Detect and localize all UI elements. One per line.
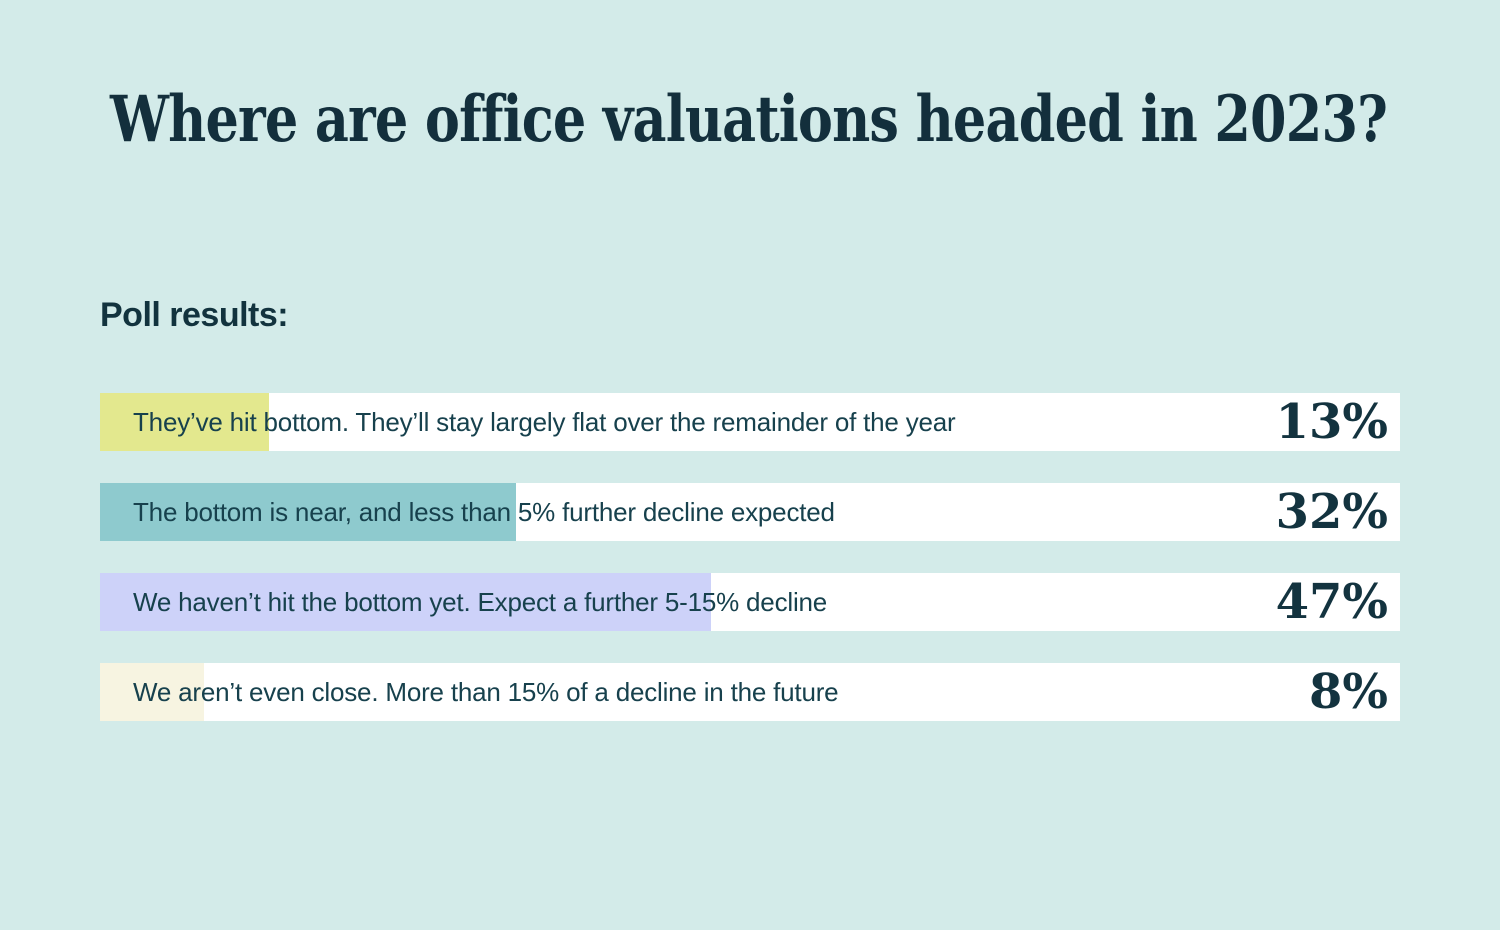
poll-percentage-1: 13% (1275, 394, 1388, 450)
poll-results-heading: Poll results: (100, 296, 289, 334)
poll-option-label-1: They’ve hit bottom. They’ll stay largely… (133, 406, 956, 437)
poll-bar-row-4: We aren’t even close. More than 15% of a… (100, 663, 1400, 721)
poll-bar-fill-2 (100, 483, 516, 541)
poll-percentage-4: 8% (1308, 664, 1388, 720)
poll-option-label-2: The bottom is near, and less than 5% fur… (133, 496, 835, 527)
poll-option-label-4: We aren’t even close. More than 15% of a… (133, 676, 839, 707)
poll-bar-row-1: They’ve hit bottom. They’ll stay largely… (100, 393, 1400, 451)
poll-bar-fill-3 (100, 573, 711, 631)
poll-bar-fill-1 (100, 393, 269, 451)
poll-bar-row-2: The bottom is near, and less than 5% fur… (100, 483, 1400, 541)
poll-bar-row-3: We haven’t hit the bottom yet. Expect a … (100, 573, 1400, 631)
page-title: Where are office valuations headed in 20… (110, 82, 1388, 157)
poll-option-label-3: We haven’t hit the bottom yet. Expect a … (133, 586, 828, 617)
poll-bar-fill-4 (100, 663, 204, 721)
poll-bar-chart: They’ve hit bottom. They’ll stay largely… (100, 393, 1400, 753)
poll-percentage-3: 47% (1275, 574, 1388, 630)
poll-percentage-2: 32% (1275, 484, 1388, 540)
